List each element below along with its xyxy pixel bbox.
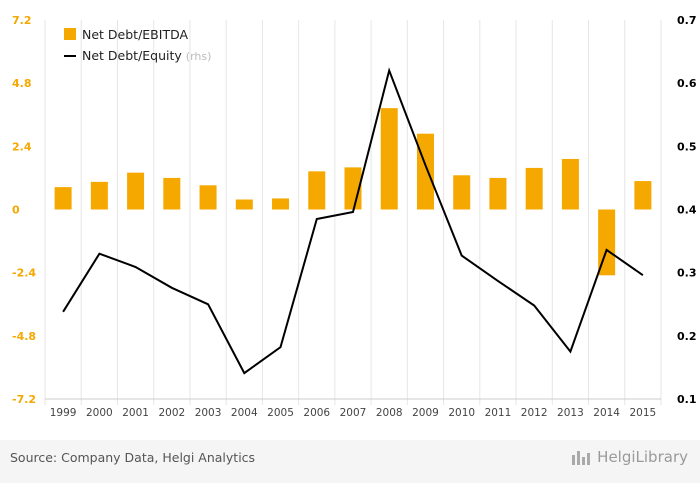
left-tick-label: -4.8 — [12, 330, 36, 343]
source-text: Source: Company Data, Helgi Analytics — [10, 450, 256, 465]
x-tick-label: 2015 — [630, 407, 657, 419]
x-tick-label: 2008 — [376, 407, 403, 419]
x-tick-label: 2003 — [195, 407, 222, 419]
bar — [489, 177, 507, 210]
bar — [453, 175, 471, 210]
bar — [272, 198, 290, 210]
x-tick-label: 2006 — [303, 407, 330, 419]
brand: HelgiLibrary — [571, 448, 688, 466]
bar — [90, 181, 108, 210]
bar-series — [54, 108, 652, 276]
bar — [416, 133, 434, 210]
legend-rhs-suffix: (rhs) — [186, 50, 212, 63]
legend-label-net-debt-equity: Net Debt/Equity (rhs) — [82, 48, 211, 63]
right-tick-label: 0.3 — [677, 267, 697, 280]
axes: 7.2 4.8 2.4 0 -2.4 -4.8 -7.2 0.7 0.6 0.5 0.4 0.3 0.2… — [12, 14, 697, 419]
helgi-logo-icon — [572, 451, 591, 465]
x-tick-label: 2007 — [340, 407, 367, 419]
grid — [44, 20, 662, 405]
left-tick-label: 0 — [12, 204, 20, 217]
bar — [235, 199, 253, 210]
brand-name: HelgiLibrary — [597, 448, 688, 466]
x-tick-label: 2010 — [448, 407, 475, 419]
bar — [380, 108, 398, 210]
x-tick-label: 2011 — [485, 407, 512, 419]
left-tick-label: -7.2 — [12, 393, 36, 406]
x-tick-label: 2012 — [521, 407, 548, 419]
x-tick-label: 2004 — [231, 407, 258, 419]
left-tick-label: 4.8 — [12, 77, 32, 90]
x-tick-label: 2013 — [557, 407, 584, 419]
line-series — [62, 67, 644, 375]
chart: 7.2 4.8 2.4 0 -2.4 -4.8 -7.2 0.7 0.6 0.5 0.4 0.3 0.2… — [12, 14, 697, 419]
left-tick-label: -2.4 — [12, 267, 36, 280]
legend: Net Debt/EBITDA Net Debt/Equity (rhs) — [64, 27, 211, 63]
legend-swatch-net-debt-ebitda — [64, 28, 76, 40]
legend-label-net-debt-equity-text: Net Debt/Equity — [82, 48, 182, 63]
left-tick-label: 2.4 — [12, 140, 32, 153]
line-net-debt-equity — [62, 67, 644, 375]
footer: Source: Company Data, Helgi Analytics He… — [0, 440, 700, 483]
bar — [561, 158, 579, 210]
bar — [634, 181, 652, 210]
right-tick-label: 0.1 — [677, 393, 697, 406]
bar — [308, 171, 326, 210]
x-tick-label: 2005 — [267, 407, 294, 419]
bar — [525, 167, 543, 210]
bar — [199, 185, 217, 210]
right-tick-label: 0.6 — [677, 77, 697, 90]
right-tick-label: 0.4 — [677, 204, 697, 217]
bar — [54, 187, 72, 210]
x-tick-label: 2002 — [158, 407, 185, 419]
right-tick-label: 0.7 — [677, 14, 697, 27]
right-tick-label: 0.2 — [677, 330, 697, 343]
x-tick-label: 1999 — [50, 407, 77, 419]
bar — [163, 177, 181, 210]
bar — [127, 172, 145, 210]
x-tick-label: 2001 — [122, 407, 149, 419]
left-tick-label: 7.2 — [12, 14, 32, 27]
legend-label-net-debt-ebitda: Net Debt/EBITDA — [82, 27, 188, 42]
right-tick-label: 0.5 — [677, 140, 697, 153]
x-tick-label: 2000 — [86, 407, 113, 419]
x-tick-label: 2014 — [593, 407, 620, 419]
x-tick-label: 2009 — [412, 407, 439, 419]
